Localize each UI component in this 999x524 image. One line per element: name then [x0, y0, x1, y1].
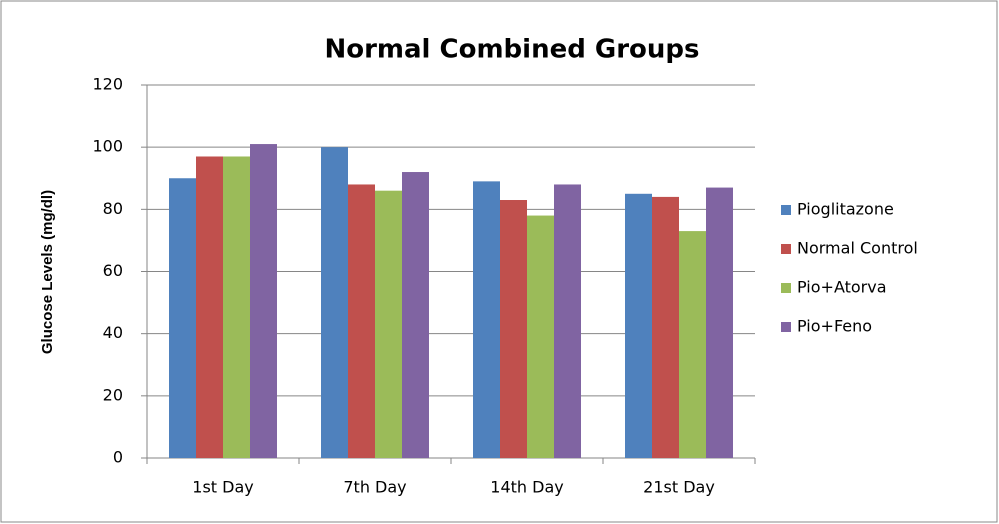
y-tick-label: 80 [103, 199, 123, 218]
bar [473, 181, 500, 458]
bar [706, 187, 733, 458]
bar [679, 231, 706, 458]
bar [402, 172, 429, 459]
bar [652, 196, 679, 458]
legend-label: Pio+Feno [797, 317, 872, 336]
bar [223, 156, 250, 458]
legend-swatch [781, 244, 791, 254]
x-tick-label: 1st Day [192, 478, 253, 497]
y-tick-label: 100 [92, 137, 123, 156]
bar [169, 178, 196, 458]
legend-swatch [781, 283, 791, 293]
bar [321, 147, 348, 458]
legend-swatch [781, 322, 791, 332]
bar [375, 190, 402, 458]
legend-swatch [781, 205, 791, 215]
y-tick-label: 40 [103, 323, 123, 342]
legend-label: Pio+Atorva [797, 278, 887, 297]
legend-label: Normal Control [797, 239, 918, 258]
x-tick-label: 14th Day [490, 478, 563, 497]
x-tick-label: 7th Day [343, 478, 406, 497]
y-axis-label: Glucose Levels (mg/dl) [39, 190, 56, 354]
bar [625, 193, 652, 458]
legend-label: Pioglitazone [797, 200, 894, 219]
y-tick-label: 0 [113, 448, 123, 467]
x-tick-label: 21st Day [643, 478, 715, 497]
y-tick-label: 60 [103, 261, 123, 280]
bar [196, 156, 223, 458]
y-tick-label: 20 [103, 385, 123, 404]
bar [554, 184, 581, 458]
bar [500, 200, 527, 458]
bar [348, 184, 375, 458]
bar [250, 144, 277, 458]
bar [527, 215, 554, 458]
chart-title: Normal Combined Groups [324, 35, 699, 65]
y-tick-label: 120 [92, 75, 123, 94]
